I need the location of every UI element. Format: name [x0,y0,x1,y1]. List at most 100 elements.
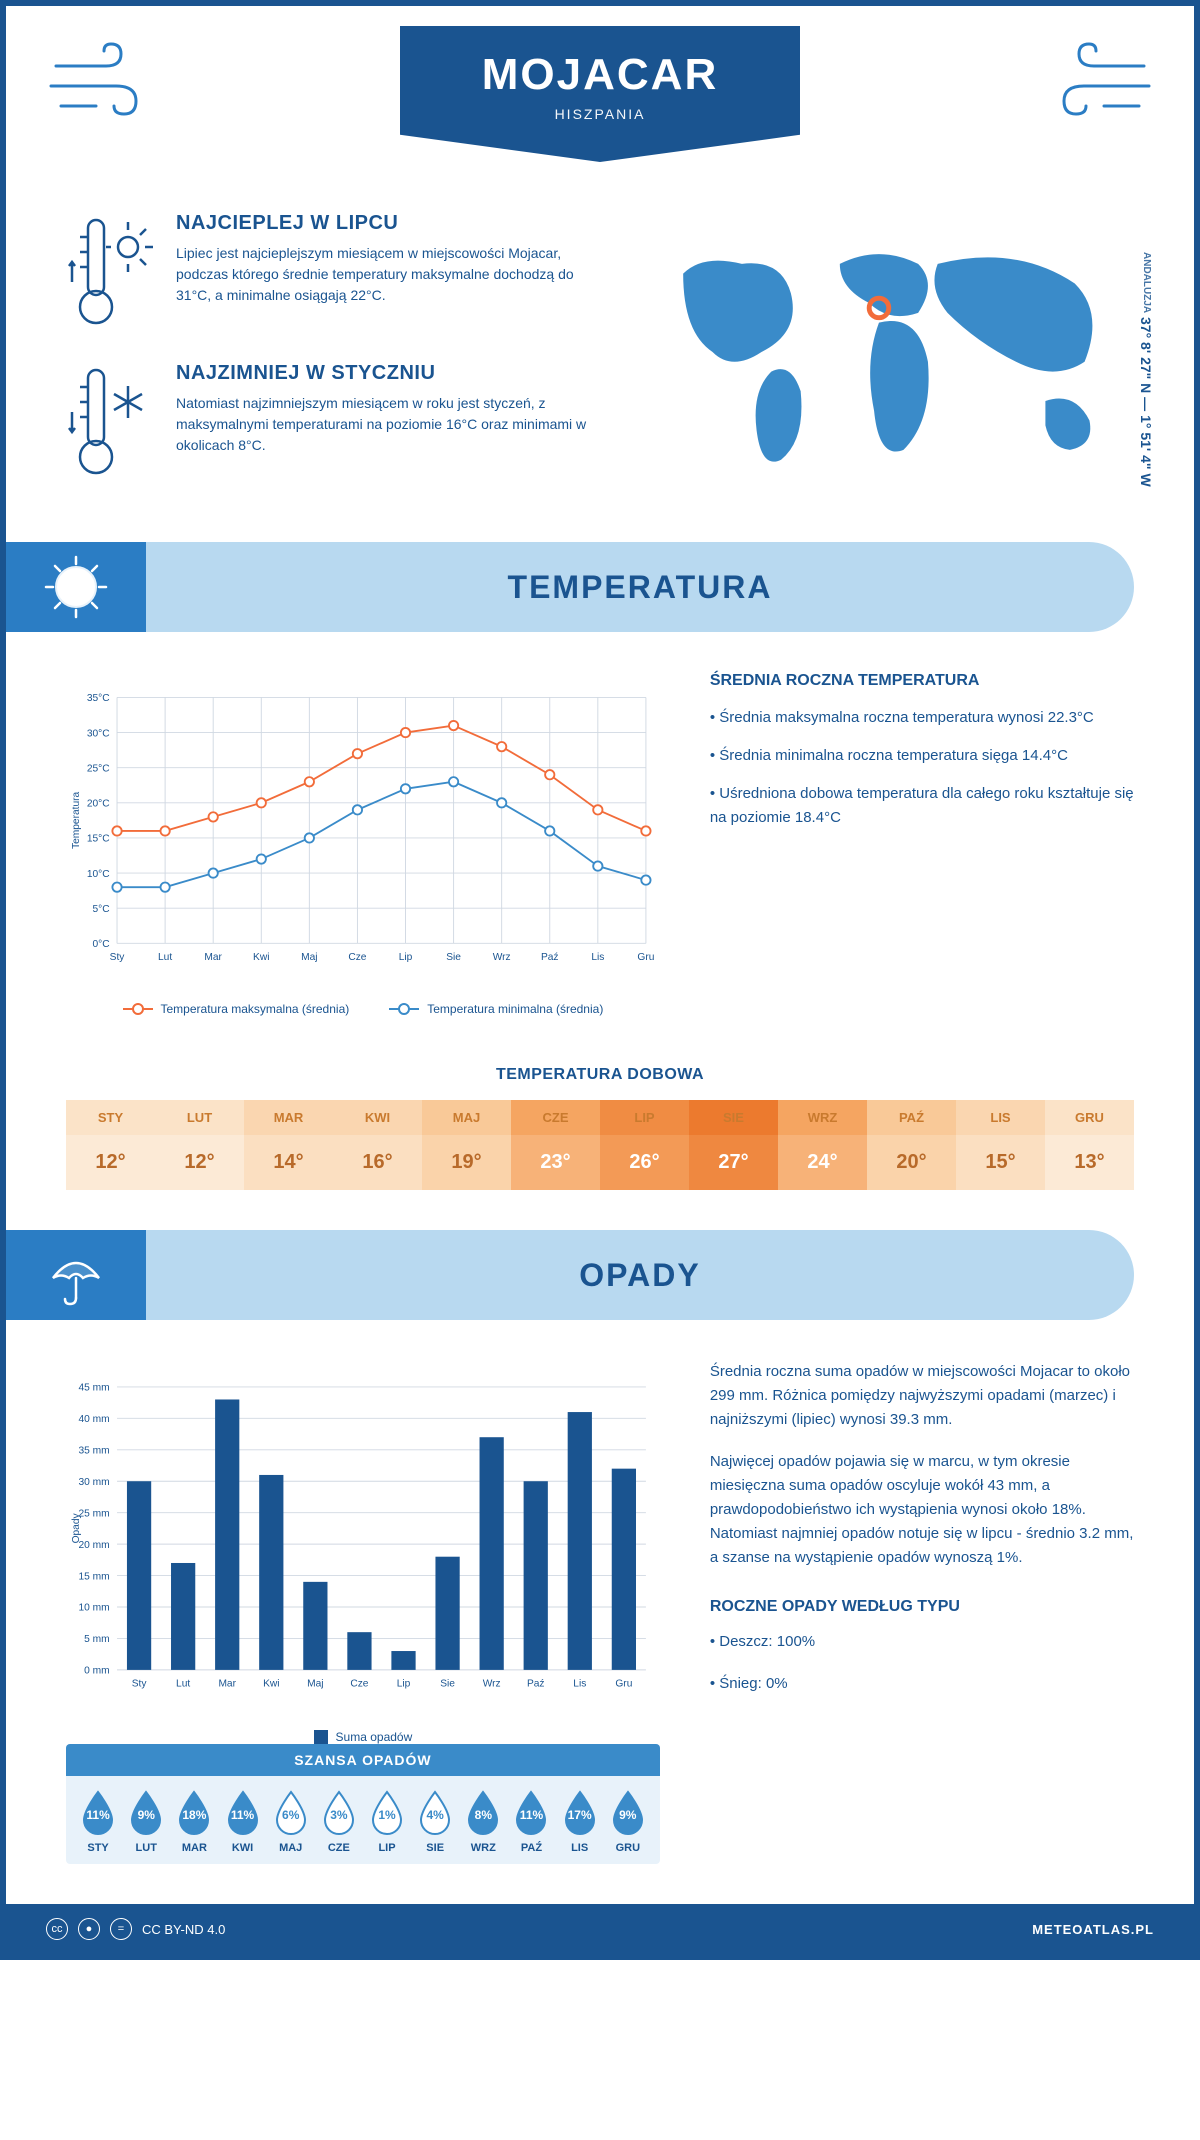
chance-cell: 11% KWI [218,1790,266,1854]
svg-text:Sty: Sty [110,952,126,963]
svg-text:35 mm: 35 mm [78,1446,109,1457]
svg-text:Kwi: Kwi [253,952,269,963]
lat-label: 37° 8' 27" N [1138,317,1154,393]
heat-cell: CZE 23° [511,1100,600,1190]
precipitation-title: OPADY [146,1257,1134,1294]
heat-cell: MAR 14° [244,1100,333,1190]
region-label: ANDALUZJA [1141,252,1152,313]
svg-text:Sty: Sty [132,1679,148,1690]
precip-p1: Średnia roczna suma opadów w miejscowośc… [710,1360,1134,1432]
svg-text:Paź: Paź [527,1679,545,1690]
temp-info-line: • Średnia minimalna roczna temperatura s… [710,744,1134,768]
intro-section: NAJCIEPLEJ W LIPCU Lipiec jest najcieple… [6,192,1194,542]
svg-text:Maj: Maj [301,952,317,963]
svg-text:Sie: Sie [446,952,461,963]
wind-icon-right [1034,36,1154,126]
chance-cell: 17% LIS [556,1790,604,1854]
umbrella-icon [41,1240,111,1310]
chance-cell: 4% SIE [411,1790,459,1854]
thermometer-hot-icon [66,212,156,332]
precipitation-bar-chart: 0 mm5 mm10 mm15 mm20 mm25 mm30 mm35 mm40… [66,1360,660,1720]
heat-cell: SIE 27° [689,1100,778,1190]
svg-text:20°C: 20°C [87,799,110,810]
svg-text:Cze: Cze [348,952,366,963]
chance-cell: 3% CZE [315,1790,363,1854]
raindrop-icon: 11% [513,1790,549,1836]
lon-label: 1° 51' 4" W [1138,415,1154,487]
svg-text:Lut: Lut [176,1679,190,1690]
daily-temp-table: STY 12°LUT 12°MAR 14°KWI 16°MAJ 19°CZE 2… [66,1100,1134,1190]
temperature-line-chart: 0°C5°C10°C15°C20°C25°C30°C35°CStyLutMarK… [66,672,660,992]
sun-icon [41,552,111,622]
raindrop-icon: 1% [369,1790,405,1836]
warmest-block: NAJCIEPLEJ W LIPCU Lipiec jest najcieple… [66,212,604,332]
raindrop-icon: 6% [273,1790,309,1836]
raindrop-icon: 11% [225,1790,261,1836]
svg-text:Gru: Gru [615,1679,632,1690]
raindrop-icon: 17% [562,1790,598,1836]
svg-text:30 mm: 30 mm [78,1477,109,1488]
coordinates: ANDALUZJA 37° 8' 27" N — 1° 51' 4" W [1138,252,1154,487]
coldest-block: NAJZIMNIEJ W STYCZNIU Natomiast najzimni… [66,362,604,482]
thermometer-cold-icon [66,362,156,482]
svg-text:Lip: Lip [399,952,413,963]
temp-info-line: • Średnia maksymalna roczna temperatura … [710,706,1134,730]
precip-type-line: • Deszcz: 100% [710,1630,1134,1654]
bar-legend: Suma opadów [66,1730,660,1744]
temperature-title: TEMPERATURA [146,569,1134,606]
precip-type-heading: ROCZNE OPADY WEDŁUG TYPU [710,1594,1134,1620]
coldest-title: NAJZIMNIEJ W STYCZNIU [176,362,604,385]
chance-cell: 11% PAŹ [507,1790,555,1854]
svg-text:Sie: Sie [440,1679,455,1690]
chance-cell: 9% LUT [122,1790,170,1854]
temperature-section-header: TEMPERATURA [6,542,1134,632]
svg-text:Opady: Opady [71,1512,82,1543]
chance-cell: 9% GRU [604,1790,652,1854]
country-name: HISZPANIA [420,106,780,122]
raindrop-icon: 9% [610,1790,646,1836]
chance-cell: 18% MAR [170,1790,218,1854]
heat-cell: LUT 12° [155,1100,244,1190]
raindrop-icon: 4% [417,1790,453,1836]
svg-text:Kwi: Kwi [263,1679,279,1690]
warmest-text: Lipiec jest najcieplejszym miesiącem w m… [176,243,604,306]
chance-cell: 1% LIP [363,1790,411,1854]
wind-icon-left [46,36,166,126]
svg-text:5 mm: 5 mm [84,1634,109,1645]
svg-text:40 mm: 40 mm [78,1414,109,1425]
svg-text:Mar: Mar [218,1679,236,1690]
svg-text:Wrz: Wrz [493,952,511,963]
chance-title: SZANSA OPADÓW [66,1744,660,1776]
warmest-title: NAJCIEPLEJ W LIPCU [176,212,604,235]
svg-text:Wrz: Wrz [483,1679,501,1690]
heat-cell: LIS 15° [956,1100,1045,1190]
nd-icon: = [110,1918,132,1940]
svg-text:0°C: 0°C [92,939,109,950]
raindrop-icon: 11% [80,1790,116,1836]
chance-cell: 6% MAJ [267,1790,315,1854]
svg-text:5°C: 5°C [92,904,109,915]
svg-text:10 mm: 10 mm [78,1603,109,1614]
svg-text:Temperatura: Temperatura [71,791,82,849]
heat-cell: GRU 13° [1045,1100,1134,1190]
raindrop-icon: 3% [321,1790,357,1836]
svg-text:Gru: Gru [637,952,654,963]
svg-text:10°C: 10°C [87,869,110,880]
coldest-text: Natomiast najzimniejszym miesiącem w rok… [176,393,604,456]
by-icon: ● [78,1918,100,1940]
svg-text:Cze: Cze [350,1679,368,1690]
precip-p2: Najwięcej opadów pojawia się w marcu, w … [710,1450,1134,1570]
svg-text:Maj: Maj [307,1679,323,1690]
raindrop-icon: 9% [128,1790,164,1836]
rain-chance-panel: SZANSA OPADÓW 11% STY 9% LUT 18% MAR 11%… [66,1744,660,1864]
svg-text:Lip: Lip [397,1679,411,1690]
svg-text:45 mm: 45 mm [78,1383,109,1394]
temp-info-heading: ŚREDNIA ROCZNA TEMPERATURA [710,672,1134,690]
svg-text:Mar: Mar [204,952,222,963]
chart-legend: .legend-swatch[style*='#f26c3a']::after{… [66,1002,660,1016]
cc-icon: cc [46,1918,68,1940]
world-map-icon [644,212,1134,492]
svg-text:20 mm: 20 mm [78,1540,109,1551]
license-text: CC BY-ND 4.0 [142,1922,225,1937]
title-banner: MOJACAR HISZPANIA [400,26,800,162]
